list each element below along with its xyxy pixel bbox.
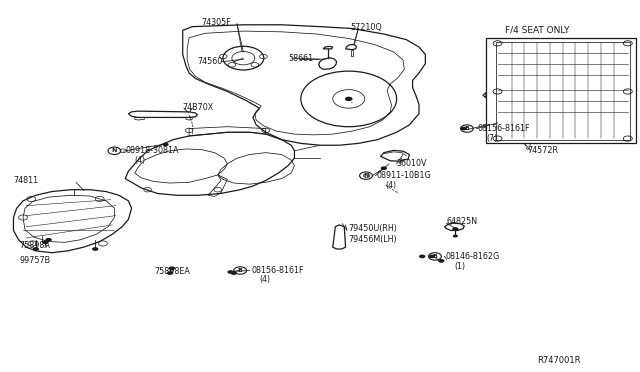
Text: (4): (4): [259, 275, 271, 284]
Text: 99757B: 99757B: [20, 256, 51, 264]
Text: (1): (1): [454, 262, 465, 271]
Circle shape: [169, 266, 175, 270]
Text: N: N: [111, 148, 117, 153]
Circle shape: [163, 142, 169, 146]
Circle shape: [230, 271, 237, 275]
Text: 74572R: 74572R: [527, 146, 559, 155]
Circle shape: [453, 235, 458, 237]
Text: 36010V: 36010V: [397, 158, 427, 167]
Circle shape: [45, 238, 52, 241]
Text: (4): (4): [385, 181, 396, 190]
Circle shape: [167, 271, 173, 275]
Circle shape: [92, 247, 99, 251]
Text: 74811: 74811: [13, 176, 38, 185]
Text: 75898EA: 75898EA: [154, 267, 190, 276]
Circle shape: [33, 247, 39, 251]
Circle shape: [438, 259, 445, 263]
Circle shape: [429, 254, 435, 258]
Circle shape: [452, 227, 459, 231]
Text: B: B: [465, 126, 469, 131]
Text: 08146-8162G: 08146-8162G: [445, 252, 499, 261]
Text: 64825N: 64825N: [447, 217, 477, 226]
Text: 08918-3081A: 08918-3081A: [125, 146, 179, 155]
Circle shape: [227, 270, 234, 274]
Circle shape: [345, 97, 353, 101]
Text: (4): (4): [135, 156, 146, 165]
Text: 08911-10B1G: 08911-10B1G: [376, 171, 431, 180]
Text: 74B70X: 74B70X: [182, 103, 214, 112]
Text: 75898A: 75898A: [20, 241, 51, 250]
Text: (7): (7): [486, 134, 497, 143]
Text: 79456M(LH): 79456M(LH): [349, 235, 397, 244]
Circle shape: [419, 254, 426, 258]
Text: N: N: [364, 173, 369, 178]
Text: 58661: 58661: [288, 54, 313, 62]
Text: R747001R: R747001R: [537, 356, 580, 365]
Text: F/4 SEAT ONLY: F/4 SEAT ONLY: [505, 26, 570, 35]
Circle shape: [42, 240, 49, 244]
Text: 08156-8161F: 08156-8161F: [477, 124, 529, 133]
Text: B: B: [237, 268, 243, 273]
Text: ·: ·: [350, 97, 354, 108]
Circle shape: [381, 166, 387, 170]
Text: 57210Q: 57210Q: [351, 23, 383, 32]
Text: 08156-8161F: 08156-8161F: [251, 266, 303, 275]
Text: 74560: 74560: [197, 57, 223, 66]
Text: 79450U(RH): 79450U(RH): [349, 224, 397, 233]
Text: 74305F: 74305F: [202, 19, 232, 28]
Circle shape: [461, 127, 467, 131]
Text: B: B: [433, 254, 437, 259]
